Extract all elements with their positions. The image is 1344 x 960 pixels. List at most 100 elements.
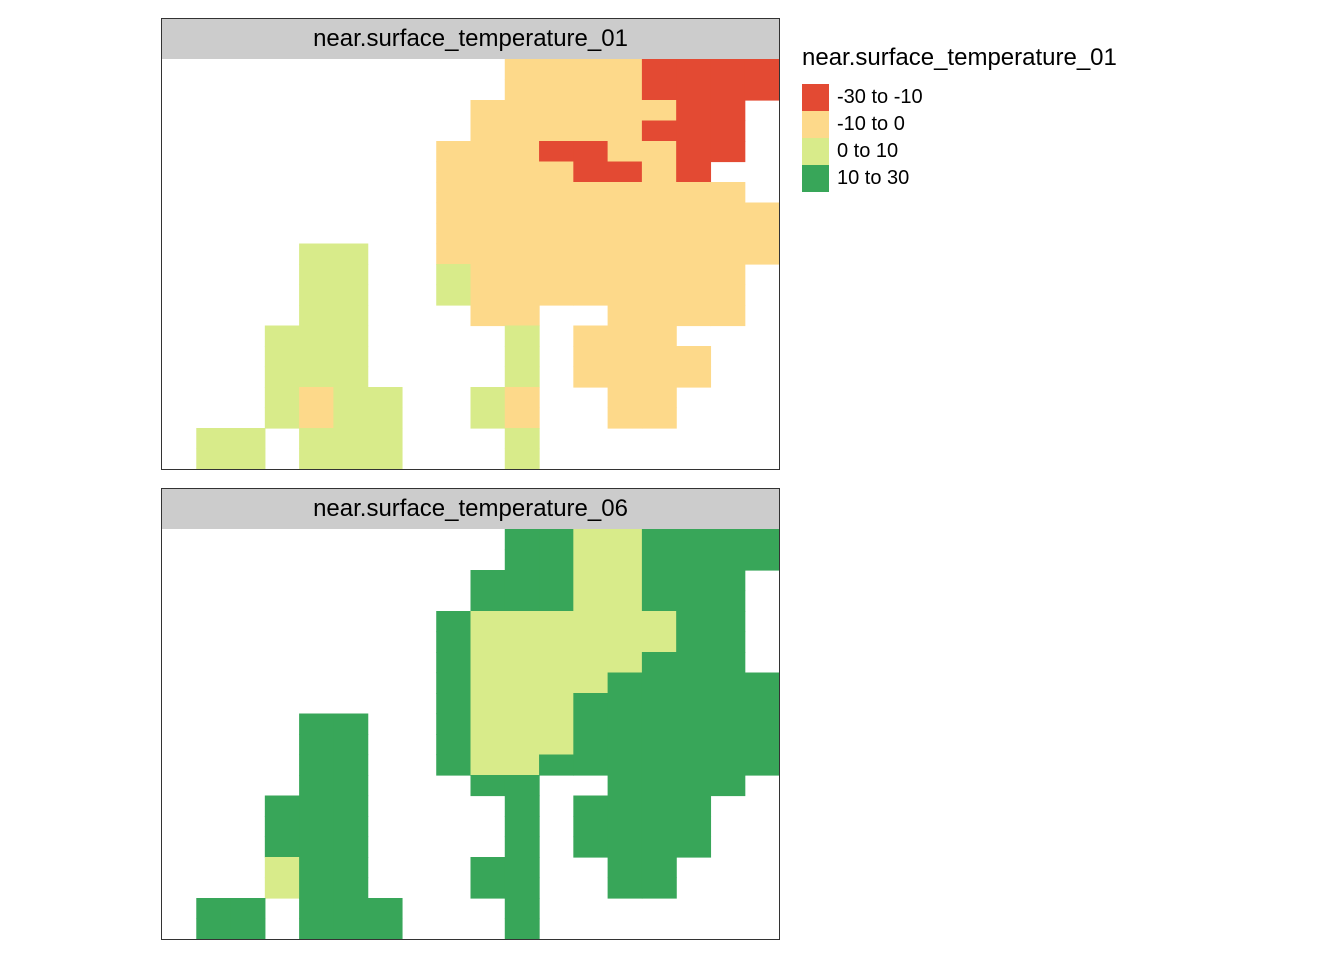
raster-cell [744, 734, 779, 756]
raster-cell [470, 775, 506, 797]
raster-cell [573, 652, 609, 674]
raster-cell [470, 387, 506, 409]
raster-cell [230, 918, 266, 939]
raster-cell [744, 693, 779, 715]
raster-cell [436, 243, 472, 265]
raster-cell [641, 857, 677, 879]
raster-cell [607, 305, 643, 327]
raster-cell [504, 79, 540, 101]
raster-cell [641, 161, 677, 183]
raster-cell [573, 366, 609, 388]
raster-cell [333, 795, 369, 817]
legend-item-0-to-10: 0 to 10 [802, 138, 1117, 165]
raster-cell [676, 305, 712, 327]
raster-cell [607, 120, 643, 142]
legend-swatch [802, 84, 829, 111]
raster-cell [573, 182, 609, 204]
raster-cell [676, 59, 712, 81]
raster-cell [470, 305, 506, 327]
raster-cell [504, 672, 540, 694]
raster-cell [299, 877, 334, 899]
raster-cell [299, 243, 334, 265]
raster-cell [607, 346, 643, 368]
raster-cell [436, 223, 472, 245]
raster-grid-temperature-01 [196, 59, 779, 469]
raster-cell [710, 693, 746, 715]
legend-label: -10 to 0 [837, 113, 905, 135]
raster-cell [573, 611, 609, 633]
raster-cell [676, 529, 712, 551]
raster-cell [436, 182, 472, 204]
map-panel-temperature-06: near.surface_temperature_06 [161, 488, 780, 941]
raster-cell [641, 223, 677, 245]
raster-grid-temperature-06 [196, 529, 779, 939]
raster-cell [676, 120, 712, 142]
raster-cell [573, 549, 609, 571]
raster-cell [573, 284, 609, 306]
raster-cell [264, 795, 300, 817]
raster-cell [504, 305, 540, 327]
raster-map-temperature-01 [161, 59, 780, 470]
raster-cell [504, 223, 540, 245]
raster-cell [573, 100, 609, 122]
raster-cell [641, 775, 677, 797]
raster-cell [299, 795, 334, 817]
raster-cell [641, 366, 677, 388]
raster-cell [607, 877, 643, 899]
raster-cell [641, 387, 677, 409]
raster-cell [607, 182, 643, 204]
raster-cell [333, 346, 369, 368]
raster-cell [607, 570, 643, 592]
raster-cell [299, 407, 334, 429]
legend-items: -30 to -10 -10 to 0 0 to 10 10 to 30 [802, 84, 1117, 192]
raster-cell [539, 631, 574, 653]
raster-cell [470, 284, 506, 306]
raster-cell [710, 264, 746, 286]
raster-cell [676, 631, 712, 653]
raster-cell [504, 898, 540, 920]
raster-cell [299, 754, 334, 776]
raster-cell [710, 223, 746, 245]
raster-cell [504, 202, 540, 224]
raster-cell [264, 816, 300, 838]
raster-cell [299, 264, 334, 286]
raster-cell [607, 161, 643, 183]
raster-cell [744, 672, 779, 694]
raster-cell [504, 120, 540, 142]
raster-cell [607, 325, 643, 347]
raster-cell [333, 918, 369, 939]
raster-cell [539, 284, 574, 306]
raster-cell [710, 590, 746, 612]
raster-cell [333, 284, 369, 306]
raster-cell [470, 693, 506, 715]
raster-cell [539, 264, 574, 286]
legend-swatch [802, 111, 829, 138]
raster-cell [641, 59, 677, 81]
raster-cell [607, 549, 643, 571]
raster-cell [676, 590, 712, 612]
raster-cell [504, 549, 540, 571]
raster-cell [299, 305, 334, 327]
raster-cell [641, 182, 677, 204]
raster-cell [436, 672, 472, 694]
raster-cell [676, 795, 712, 817]
raster-cell [641, 877, 677, 899]
raster-cell [676, 652, 712, 674]
raster-cell [436, 734, 472, 756]
raster-cell [264, 836, 300, 858]
raster-cell [744, 223, 779, 245]
raster-cell [710, 529, 746, 551]
raster-cell [299, 284, 334, 306]
raster-cell [264, 407, 300, 429]
raster-cell [676, 100, 712, 122]
raster-cell [607, 795, 643, 817]
raster-cell [607, 243, 643, 265]
raster-cell [744, 79, 779, 101]
raster-cell [710, 734, 746, 756]
raster-cell [470, 407, 506, 429]
raster-cell [607, 141, 643, 163]
raster-cell [573, 795, 609, 817]
raster-cell [710, 59, 746, 81]
raster-cell [607, 264, 643, 286]
raster-cell [641, 816, 677, 838]
